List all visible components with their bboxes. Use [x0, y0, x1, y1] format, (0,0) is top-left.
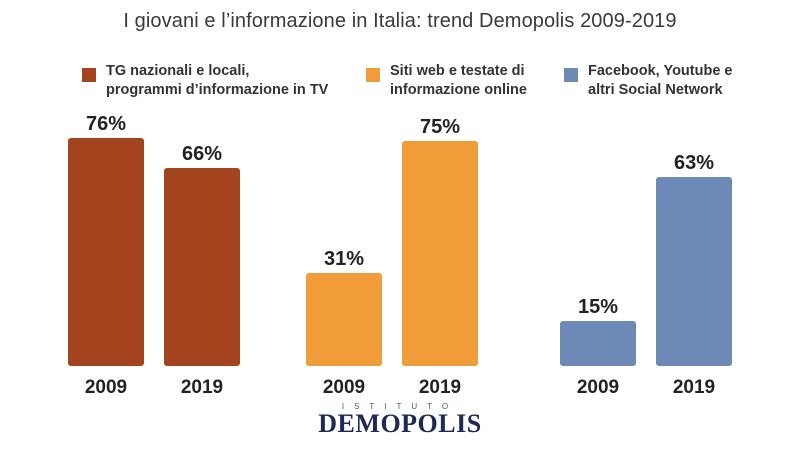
bar-web-2019	[402, 141, 478, 366]
bar-social-2009	[560, 321, 636, 366]
bar-web-2009	[306, 273, 382, 366]
data-label-tv-2009: 76%	[86, 113, 126, 135]
data-label-social-2019: 63%	[674, 152, 714, 174]
legend-swatch-social	[564, 68, 578, 82]
data-label-social-2009: 15%	[578, 296, 618, 318]
legend-swatch-web	[366, 68, 380, 82]
x-tick-label-social-2009: 2009	[577, 377, 619, 398]
demopolis-logo: ISTITUTO DEMOPOLIS	[0, 403, 800, 437]
bar-social-2019	[656, 177, 732, 366]
logo-main-text: DEMOPOLIS	[318, 409, 482, 438]
legend-item-tv: TG nazionali e locali, programmi d’infor…	[82, 62, 328, 100]
x-tick-label-web-2019: 2019	[419, 377, 461, 398]
legend-swatch-tv	[82, 68, 96, 82]
data-label-tv-2019: 66%	[182, 143, 222, 165]
logo-top-text: ISTITUTO	[341, 402, 459, 411]
legend-label-social: Facebook, Youtube e altri Social Network	[588, 63, 733, 98]
x-tick-label-tv-2019: 2019	[181, 377, 223, 398]
data-label-web-2019: 75%	[420, 116, 460, 138]
chart-title: I giovani e l’informazione in Italia: tr…	[123, 10, 677, 32]
legend-item-social: Facebook, Youtube e altri Social Network	[564, 62, 733, 100]
legend-label-web: Siti web e testate di informazione onlin…	[390, 63, 527, 98]
bar-tv-2019	[164, 168, 240, 366]
x-tick-label-web-2009: 2009	[323, 377, 365, 398]
data-label-web-2009: 31%	[324, 248, 364, 270]
x-tick-label-social-2019: 2019	[673, 377, 715, 398]
x-tick-label-tv-2009: 2009	[85, 377, 127, 398]
bar-tv-2009	[68, 138, 144, 366]
legend-item-web: Siti web e testate di informazione onlin…	[366, 62, 527, 100]
legend-label-tv: TG nazionali e locali, programmi d’infor…	[106, 63, 329, 98]
